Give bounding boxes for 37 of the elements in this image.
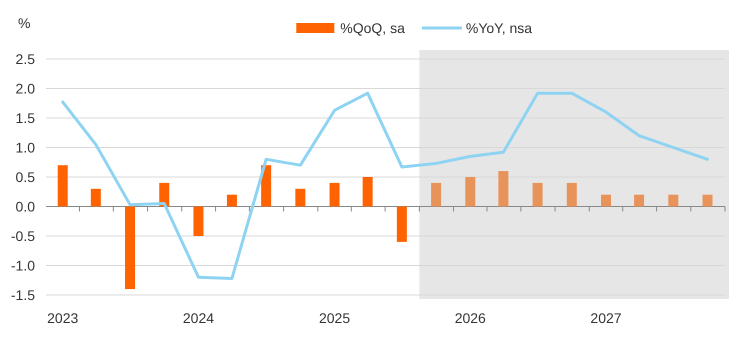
y-tick-label: -0.5 xyxy=(10,228,36,244)
bar xyxy=(566,182,577,206)
y-axis-title: % xyxy=(18,15,30,31)
bar xyxy=(226,194,237,206)
bar xyxy=(465,177,476,206)
bar xyxy=(362,177,373,206)
legend-label: %YoY, nsa xyxy=(466,20,532,36)
bar xyxy=(193,206,204,236)
y-tick-label: 1.5 xyxy=(16,110,36,126)
y-tick-label: 2.0 xyxy=(16,80,36,96)
bar xyxy=(295,188,306,206)
bar xyxy=(702,194,713,206)
bar xyxy=(330,182,340,206)
bar xyxy=(58,165,68,206)
x-tick-label: 2025 xyxy=(318,310,350,326)
bar xyxy=(668,194,678,206)
y-tick-label: 0.0 xyxy=(16,198,36,214)
bar xyxy=(396,206,407,242)
y-tick-label: -1.5 xyxy=(10,287,36,303)
y-tick-label: 1.0 xyxy=(16,140,36,156)
line-series xyxy=(61,92,710,280)
bar xyxy=(431,182,442,206)
legend-label: %QoQ, sa xyxy=(340,20,406,36)
bar xyxy=(498,171,508,206)
bar xyxy=(125,206,136,290)
x-tick-label: 2023 xyxy=(47,310,79,326)
bar xyxy=(532,182,543,206)
bar xyxy=(90,188,101,206)
bar xyxy=(634,194,644,206)
x-tick-label: 2024 xyxy=(182,310,214,326)
x-tick-label: 2027 xyxy=(590,310,622,326)
y-tick-label: 0.5 xyxy=(16,169,36,185)
bar xyxy=(601,194,612,206)
x-tick-label: 2026 xyxy=(454,310,486,326)
y-tick-label: 2.5 xyxy=(16,51,36,67)
y-tick-label: -1.0 xyxy=(10,258,36,274)
bar xyxy=(261,165,272,206)
